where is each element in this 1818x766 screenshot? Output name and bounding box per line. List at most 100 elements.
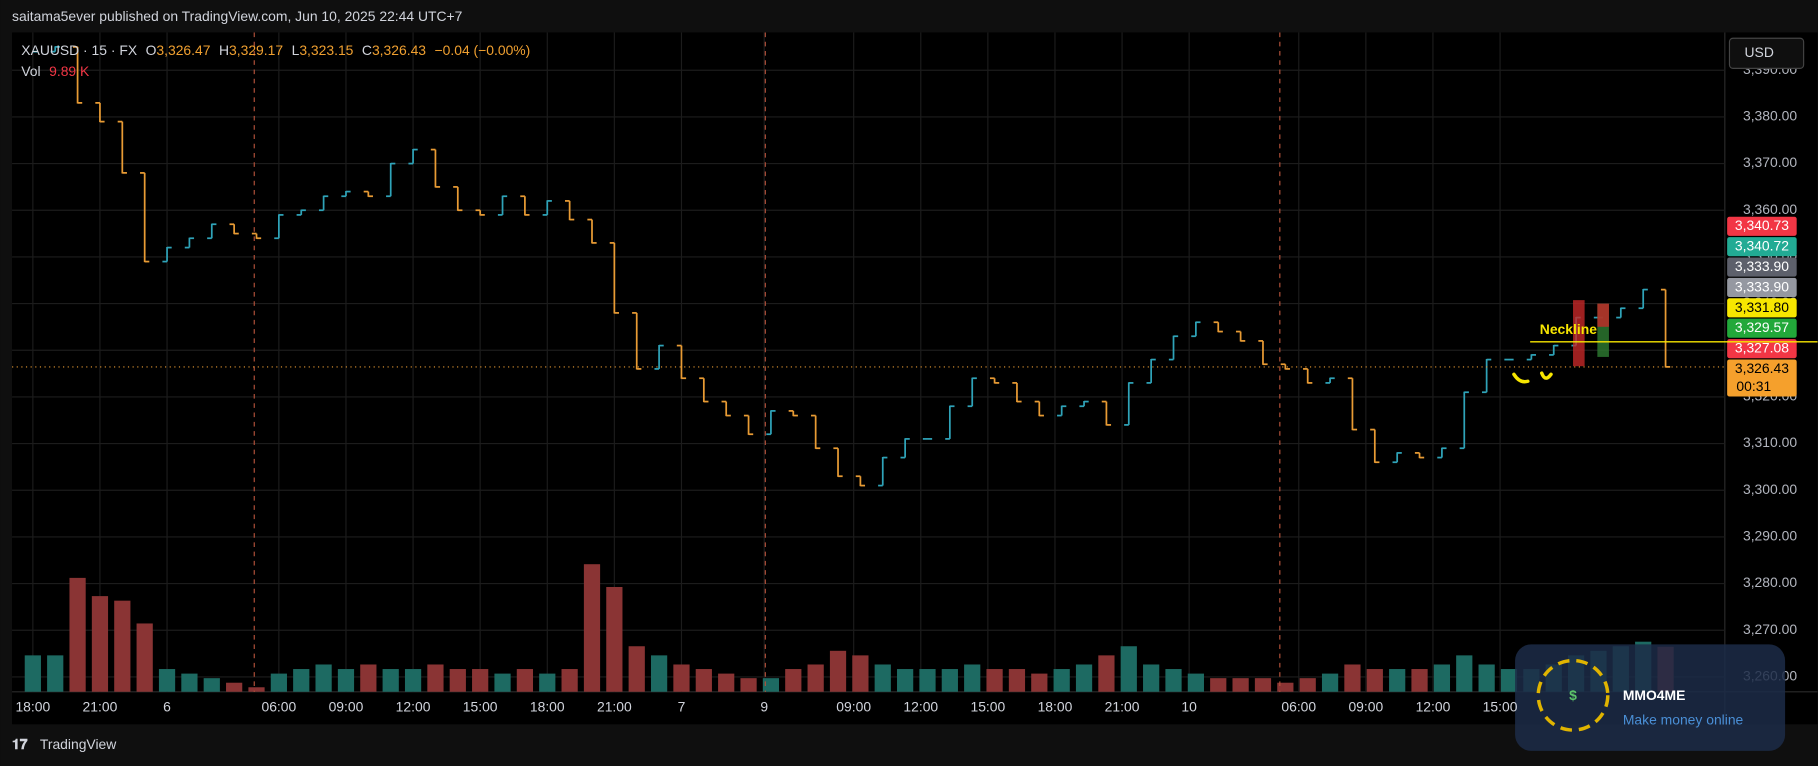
y-tick-label: 3,280.00 — [1743, 574, 1797, 590]
volume-bar — [650, 655, 668, 692]
volume-bar — [158, 669, 176, 692]
volume-bar — [1075, 664, 1093, 692]
x-tick-label: 12:00 — [1416, 699, 1451, 715]
footer: 𝟏𝟕 TradingView — [12, 736, 117, 752]
x-tick-label: 09:00 — [836, 699, 871, 715]
x-tick-label: 06:00 — [261, 699, 296, 715]
drawing — [1512, 371, 1553, 384]
volume-bar — [964, 664, 981, 692]
volume-bar — [941, 669, 958, 692]
price-label-box — [1727, 216, 1797, 236]
price-label-box — [1727, 359, 1797, 397]
volume-bar — [203, 678, 220, 692]
session-breaks — [253, 32, 1281, 692]
volume-bar — [69, 577, 86, 692]
volume-bar — [315, 664, 332, 692]
volume-bar — [114, 600, 131, 692]
volume-bar — [606, 586, 623, 692]
volume-bar — [516, 669, 534, 692]
volume-bar — [874, 664, 891, 692]
legend-key: H — [219, 42, 229, 58]
x-tick-label: 18:00 — [1038, 699, 1073, 715]
position-boxes — [1573, 300, 1609, 367]
volume-bar — [561, 669, 578, 692]
legend-key: C — [362, 42, 372, 58]
volume-bar — [1053, 669, 1070, 692]
volume-bar — [1411, 669, 1428, 692]
x-tick-label: 10 — [1181, 699, 1197, 715]
price-label-box — [1727, 257, 1797, 277]
volume — [24, 564, 1674, 692]
legend-value: 3,326.47 — [156, 42, 210, 58]
volume-bar — [852, 655, 869, 692]
legend-value: 3,326.43 — [372, 42, 426, 58]
currency[interactable]: USD — [1745, 44, 1774, 60]
price-label: 3,326.43 — [1735, 360, 1789, 376]
price-label: 3,333.90 — [1735, 258, 1789, 274]
symbol: XAUUSD · 15 · FX — [21, 42, 137, 58]
watermark-title: MMO4ME — [1623, 687, 1686, 703]
volume-bar — [382, 669, 399, 692]
volume-bar — [1098, 655, 1115, 692]
price-label: 3,331.80 — [1735, 299, 1789, 315]
volume-bar — [248, 687, 265, 692]
volume-bar — [24, 655, 41, 692]
volume-bar — [1254, 678, 1272, 692]
volume-key: Vol — [21, 63, 40, 79]
volume-bar — [829, 650, 847, 692]
volume-bar — [136, 623, 153, 692]
price-label: 3,340.73 — [1735, 217, 1789, 233]
volume-bar — [1500, 669, 1518, 692]
volume-bar — [919, 669, 936, 692]
volume-bar — [1277, 682, 1294, 692]
volume-bar — [472, 669, 489, 692]
volume-bar — [1008, 669, 1026, 692]
volume-legend: Vol 9.89 K — [21, 63, 90, 79]
price-label-box — [1727, 237, 1797, 257]
volume-bar — [1232, 678, 1249, 692]
y-tick-label: 3,300.00 — [1743, 481, 1797, 497]
x-tick-label: 18:00 — [530, 699, 565, 715]
price-label-box — [1727, 298, 1797, 318]
volume-bar — [1165, 669, 1182, 692]
volume-bar — [1321, 673, 1339, 692]
volume-bar — [695, 669, 712, 692]
x-tick-label: 21:00 — [1105, 699, 1140, 715]
volume-bar — [583, 564, 601, 692]
volume-bar — [1120, 646, 1137, 692]
volume-bar — [1389, 669, 1406, 692]
watermark-box — [1515, 644, 1786, 751]
y-tick-label: 3,360.00 — [1743, 201, 1797, 217]
volume-bar — [293, 669, 310, 692]
price-label-box — [1727, 277, 1797, 298]
y-tick-label: 3,310.00 — [1743, 434, 1797, 450]
x-tick-label: 15:00 — [970, 699, 1005, 715]
position-box — [1597, 303, 1609, 327]
price-label: 3,329.57 — [1735, 319, 1789, 335]
price-bars — [32, 46, 1671, 487]
brand: TradingView — [40, 736, 117, 752]
countdown: 00:31 — [1736, 378, 1771, 394]
volume-bar — [1210, 678, 1227, 692]
volume-bar — [1456, 655, 1473, 692]
currency-box[interactable] — [1728, 37, 1805, 69]
x-tick-label: 9 — [760, 699, 768, 715]
legend-value: 3,323.15 — [299, 42, 353, 58]
volume-bar — [1433, 664, 1451, 692]
volume-bar — [404, 669, 422, 692]
volume-bar — [91, 596, 109, 692]
volume-bar — [1344, 664, 1361, 692]
volume-bar — [785, 669, 802, 692]
y-tick-label: 3,370.00 — [1743, 154, 1797, 170]
legend-value: 3,329.17 — [229, 42, 283, 58]
x-tick-label: 09:00 — [1348, 699, 1383, 715]
volume-bar — [337, 669, 355, 692]
volume-value: 9.89 K — [49, 63, 90, 79]
position-box — [1573, 300, 1585, 367]
volume-bar — [47, 655, 64, 692]
volume-bar — [360, 664, 377, 692]
volume-bar — [673, 664, 690, 692]
volume-bar — [427, 664, 444, 692]
volume-bar — [494, 673, 511, 692]
legend-key: O — [146, 42, 157, 58]
